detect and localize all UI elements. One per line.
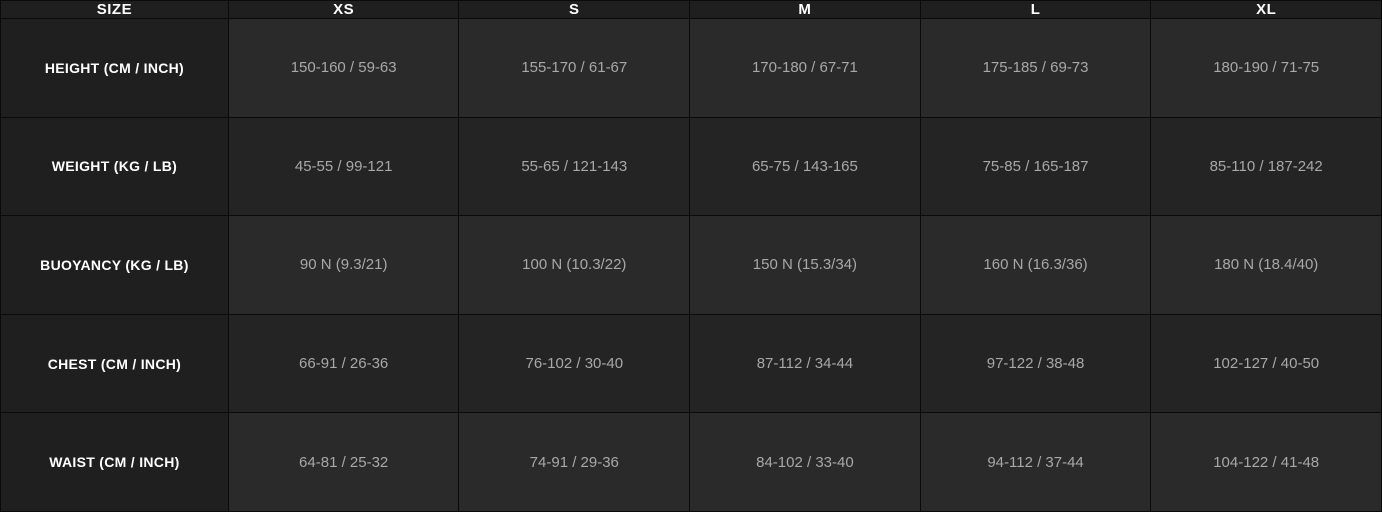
col-header-xs: XS — [228, 1, 459, 19]
cell: 175-185 / 69-73 — [920, 19, 1151, 118]
table-header-row: SIZE XS S M L XL — [1, 1, 1382, 19]
table-row: HEIGHT (CM / INCH) 150-160 / 59-63 155-1… — [1, 19, 1382, 118]
row-label-buoyancy: BUOYANCY (KG / LB) — [1, 216, 229, 315]
cell: 84-102 / 33-40 — [690, 413, 921, 512]
cell: 100 N (10.3/22) — [459, 216, 690, 315]
cell: 97-122 / 38-48 — [920, 314, 1151, 413]
cell: 160 N (16.3/36) — [920, 216, 1151, 315]
table-row: BUOYANCY (KG / LB) 90 N (9.3/21) 100 N (… — [1, 216, 1382, 315]
cell: 180-190 / 71-75 — [1151, 19, 1382, 118]
col-header-m: M — [690, 1, 921, 19]
size-chart-table: SIZE XS S M L XL HEIGHT (CM / INCH) 150-… — [0, 0, 1382, 512]
cell: 75-85 / 165-187 — [920, 117, 1151, 216]
row-label-weight: WEIGHT (KG / LB) — [1, 117, 229, 216]
cell: 150-160 / 59-63 — [228, 19, 459, 118]
cell: 170-180 / 67-71 — [690, 19, 921, 118]
cell: 55-65 / 121-143 — [459, 117, 690, 216]
cell: 87-112 / 34-44 — [690, 314, 921, 413]
row-label-chest: CHEST (CM / INCH) — [1, 314, 229, 413]
cell: 104-122 / 41-48 — [1151, 413, 1382, 512]
cell: 180 N (18.4/40) — [1151, 216, 1382, 315]
cell: 45-55 / 99-121 — [228, 117, 459, 216]
col-header-l: L — [920, 1, 1151, 19]
cell: 90 N (9.3/21) — [228, 216, 459, 315]
row-label-height: HEIGHT (CM / INCH) — [1, 19, 229, 118]
cell: 85-110 / 187-242 — [1151, 117, 1382, 216]
cell: 94-112 / 37-44 — [920, 413, 1151, 512]
table-row: WAIST (CM / INCH) 64-81 / 25-32 74-91 / … — [1, 413, 1382, 512]
cell: 65-75 / 143-165 — [690, 117, 921, 216]
col-header-s: S — [459, 1, 690, 19]
cell: 155-170 / 61-67 — [459, 19, 690, 118]
cell: 74-91 / 29-36 — [459, 413, 690, 512]
cell: 150 N (15.3/34) — [690, 216, 921, 315]
col-header-xl: XL — [1151, 1, 1382, 19]
table-row: CHEST (CM / INCH) 66-91 / 26-36 76-102 /… — [1, 314, 1382, 413]
cell: 76-102 / 30-40 — [459, 314, 690, 413]
cell: 102-127 / 40-50 — [1151, 314, 1382, 413]
row-label-waist: WAIST (CM / INCH) — [1, 413, 229, 512]
cell: 66-91 / 26-36 — [228, 314, 459, 413]
cell: 64-81 / 25-32 — [228, 413, 459, 512]
col-header-size: SIZE — [1, 1, 229, 19]
table-row: WEIGHT (KG / LB) 45-55 / 99-121 55-65 / … — [1, 117, 1382, 216]
